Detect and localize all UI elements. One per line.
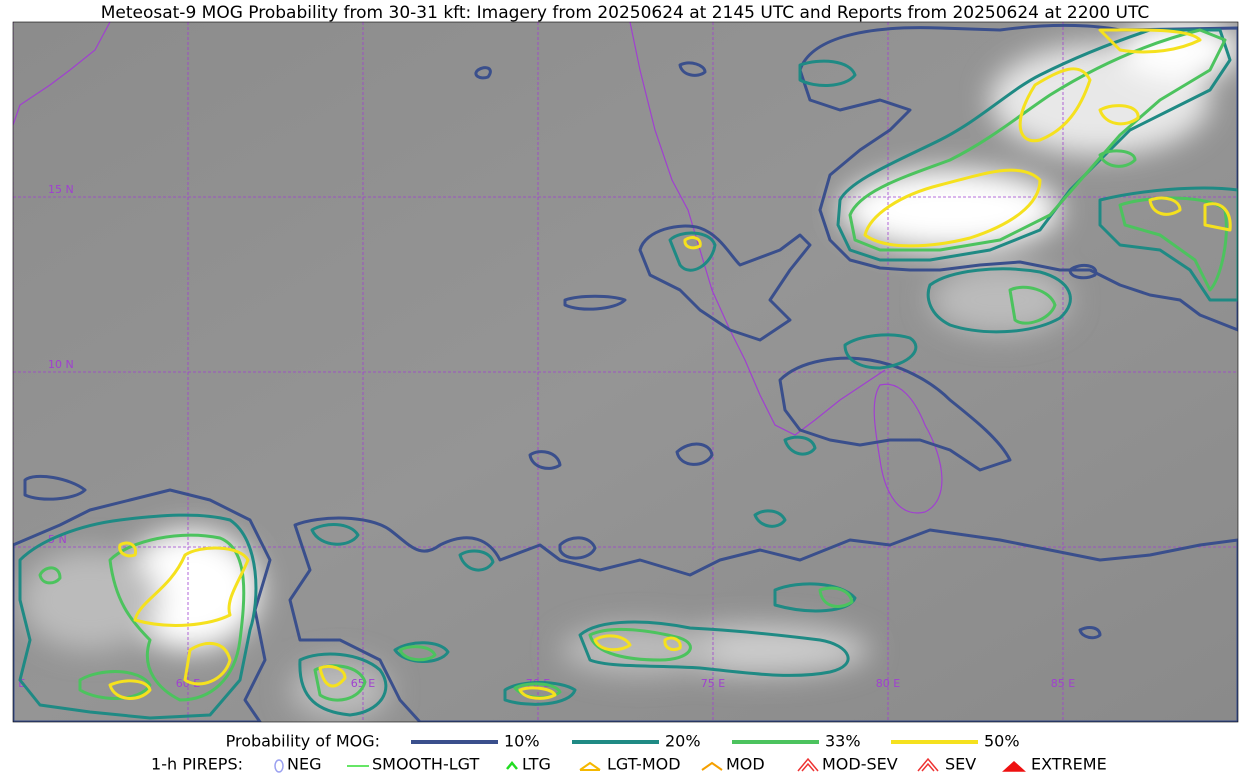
- legend-label: SMOOTH-LGT: [372, 755, 479, 774]
- contour: [798, 23, 1238, 332]
- pirep-icon: [701, 761, 723, 771]
- legend-label: 33%: [825, 732, 861, 751]
- map-frame: [12, 21, 1239, 723]
- coastline: [13, 22, 943, 514]
- legend-label: MOD: [726, 755, 765, 774]
- contour: [778, 356, 1012, 472]
- legend-title: Probability of MOG:: [226, 732, 380, 751]
- pirep-icon: [921, 762, 935, 772]
- pirep-icon: [801, 762, 815, 772]
- pirep-icon: [1002, 760, 1026, 772]
- legend-label: 50%: [984, 732, 1020, 751]
- contour: [638, 224, 812, 342]
- lat-label: 5 N: [48, 533, 67, 546]
- lon-label: 60 E: [176, 677, 200, 690]
- contour: [23, 61, 1102, 640]
- lon-label: 85 E: [1051, 677, 1075, 690]
- legend-label: MOD-SEV: [822, 755, 898, 774]
- contour: [836, 28, 1232, 262]
- contour: [288, 516, 1238, 722]
- contour: [863, 28, 1232, 248]
- lat-label: 15 N: [48, 183, 74, 196]
- legend-label: LTG: [522, 755, 551, 774]
- legend-label: 10%: [504, 732, 540, 751]
- map: 55 E 60 E 65 E 70 E 75 E 80 E 85 E15 N10 N5 N: [1, 22, 1238, 722]
- legend-label: LGT-MOD: [607, 755, 681, 774]
- pirep-icon: [797, 757, 819, 772]
- legend-label: EXTREME: [1031, 755, 1107, 774]
- contour: [38, 533, 854, 702]
- pirep-icon: [579, 761, 601, 771]
- legend-label: SEV: [945, 755, 976, 774]
- contour: [13, 488, 272, 722]
- pirep-icons: [274, 757, 1026, 773]
- pirep-icon: [506, 761, 518, 770]
- lon-label: 80 E: [876, 677, 900, 690]
- contour: [298, 231, 918, 717]
- contour: [848, 28, 1228, 325]
- lon-label: 55 E: [1, 677, 25, 690]
- lat-label: 10 N: [48, 358, 74, 371]
- legend-title: 1-h PIREPS:: [151, 755, 243, 774]
- contour: [798, 59, 1238, 334]
- legend-label: NEG: [287, 755, 321, 774]
- title: Meteosat-9 MOG Probability from 30-31 kf…: [101, 3, 1150, 23]
- lon-label: 75 E: [701, 677, 725, 690]
- contour: [108, 236, 702, 700]
- pirep-icon: [917, 757, 939, 772]
- pirep-icon: [274, 759, 284, 773]
- legend-label: 20%: [665, 732, 701, 751]
- legend: Probability of MOG: 1-h PIREPS: 10% 20% 33…: [151, 732, 1107, 774]
- contour: [18, 513, 258, 720]
